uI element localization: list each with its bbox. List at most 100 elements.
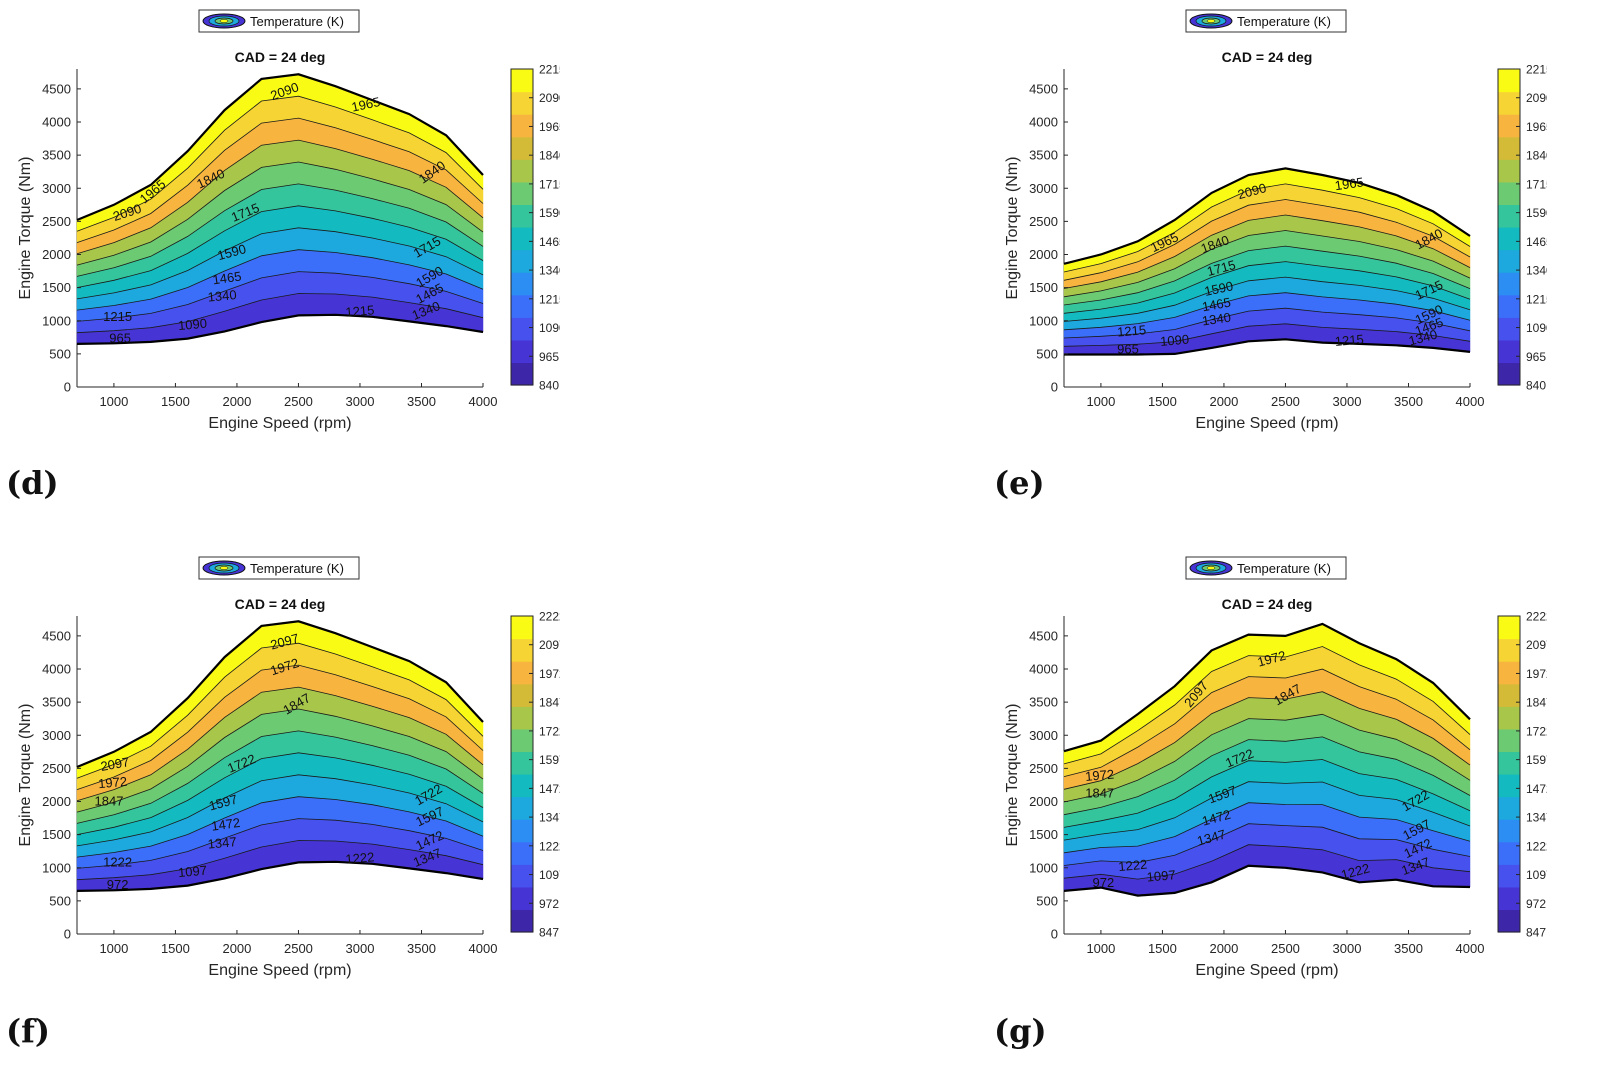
contour-line-5 xyxy=(76,752,484,835)
colorbar-tick-label: 2097 xyxy=(539,638,560,652)
upper-boundary-line xyxy=(76,73,484,222)
y-axis-label: Engine Torque (Nm) xyxy=(17,704,34,847)
contour-line-10 xyxy=(76,95,484,232)
contour-label: 1847 xyxy=(1085,786,1114,801)
contour-chart-svg: Temperature (K)CAD = 24 deg2097197218471… xyxy=(17,556,566,979)
y-tick-label: 1500 xyxy=(42,280,71,295)
x-axis-label: Engine Speed (rpm) xyxy=(208,962,351,979)
contour-line-4 xyxy=(76,774,484,847)
colorbar-tick-label: 847 xyxy=(1526,926,1546,940)
chart-title: CAD = 24 deg xyxy=(1222,49,1313,65)
colorbar-tick-label: 1090 xyxy=(539,321,560,335)
lower-boundary-line xyxy=(1064,338,1471,356)
colorbar-segment xyxy=(511,616,533,640)
colorbar-tick-label: 1972 xyxy=(1526,667,1547,681)
colorbar-segment xyxy=(511,91,533,115)
colorbar-tick-label: 1715 xyxy=(539,177,560,191)
colorbar-tick-label: 1972 xyxy=(539,667,560,681)
colorbar-segment xyxy=(511,339,533,364)
contour-line-8 xyxy=(1063,691,1471,790)
y-tick-label: 3000 xyxy=(42,728,71,743)
x-axis-label: Engine Speed (rpm) xyxy=(1195,415,1338,432)
y-tick-label: 500 xyxy=(49,346,71,361)
colorbar-tick-label: 965 xyxy=(1526,350,1546,364)
colorbar-tick-label: 1340 xyxy=(539,264,560,278)
colorbar-segment xyxy=(1498,751,1520,775)
legend-contour-icon xyxy=(1189,560,1233,576)
x-tick-label: 4000 xyxy=(1456,941,1485,956)
contour-labels: 9721222109713471472159717221847197220971… xyxy=(1085,648,1435,890)
colorbar-segment xyxy=(511,638,533,662)
contour-lines xyxy=(1063,183,1471,347)
contour-line-1 xyxy=(76,293,484,334)
y-tick-label: 4000 xyxy=(1029,115,1058,130)
colorbar-segment xyxy=(511,249,533,273)
contour-line-3 xyxy=(1063,292,1471,331)
colorbar-segment xyxy=(511,728,533,753)
contour-label: 965 xyxy=(1117,341,1139,356)
colorbar-segment xyxy=(1498,114,1520,138)
colorbar-segment xyxy=(1498,272,1520,296)
lower-boundary-line xyxy=(76,860,484,892)
y-tick-label: 1500 xyxy=(1029,827,1058,842)
contour-line-2 xyxy=(1063,823,1471,866)
colorbar-segment xyxy=(1498,661,1520,685)
legend-label: Temperature (K) xyxy=(250,561,344,576)
contour-line-4 xyxy=(1063,781,1471,841)
contour-line-7 xyxy=(76,161,484,266)
x-ticks: 1000 1500 2000 2500 3000 3500 4000 xyxy=(1086,383,1484,409)
colorbar-tick-label: 1465 xyxy=(539,235,560,249)
contour-label: 1340 xyxy=(1407,327,1439,349)
y-ticks: 0 500 1000 1500 2000 2500 3000 3500 4000 4500 xyxy=(1029,628,1068,942)
contour-line-5 xyxy=(76,205,484,288)
contour-lines xyxy=(76,642,484,881)
colorbar-tick-label: 1847 xyxy=(539,696,560,710)
contour-line-7 xyxy=(1063,713,1471,803)
legend-contour-icon xyxy=(202,560,246,576)
upper-boundary-line xyxy=(1063,622,1471,753)
colorbar-tick-label: 1840 xyxy=(1526,149,1547,163)
y-tick-label: 4500 xyxy=(1029,81,1058,96)
x-ticks: 1000 1500 2000 2500 3000 3500 4000 xyxy=(99,930,497,956)
x-tick-label: 1000 xyxy=(1086,394,1115,409)
contour-line-7 xyxy=(1063,230,1471,298)
colorbar-segment xyxy=(1498,909,1520,933)
y-tick-label: 2000 xyxy=(42,247,71,262)
contour-line-5 xyxy=(1063,261,1471,314)
legend-contour-icon xyxy=(202,13,246,29)
contour-label: 1472 xyxy=(1200,807,1232,829)
y-axis-label: Engine Torque (Nm) xyxy=(17,157,34,300)
colorbar-segment xyxy=(511,181,533,206)
colorbar-segment xyxy=(1498,317,1520,341)
colorbar-tick-label: 2097 xyxy=(1526,638,1547,652)
contour-line-10 xyxy=(1063,646,1471,765)
colorbar-tick-label: 1215 xyxy=(539,292,560,306)
legend: Temperature (K) xyxy=(1185,556,1347,580)
colorbar-segment xyxy=(511,69,533,93)
contour-line-4 xyxy=(76,227,484,300)
y-tick-label: 4500 xyxy=(42,628,71,643)
colorbar-tick-label: 1472 xyxy=(539,782,560,796)
colorbar-segment xyxy=(511,706,533,730)
colorbar-tick-label: 1847 xyxy=(1526,696,1547,710)
x-tick-label: 2500 xyxy=(284,941,313,956)
x-tick-label: 2500 xyxy=(1271,941,1300,956)
contour-label: 1965 xyxy=(1334,174,1365,193)
colorbar-tick-label: 965 xyxy=(539,350,559,364)
x-tick-label: 3000 xyxy=(346,941,375,956)
contour-label: 2097 xyxy=(99,754,130,774)
colorbar-tick-label: 1590 xyxy=(1526,206,1547,220)
legend: Temperature (K) xyxy=(198,556,360,580)
chart-panel-e: Temperature (K) CAD = 24 deg 965 1215 1090 13… xyxy=(987,0,1553,470)
colorbar-segment xyxy=(511,841,533,865)
lower-boundary-line xyxy=(1063,864,1471,897)
y-tick-label: 4000 xyxy=(1029,662,1058,677)
colorbar-segment xyxy=(1498,886,1520,911)
contour-label: 1590 xyxy=(1203,278,1234,299)
contour-line-10 xyxy=(1063,183,1471,273)
colorbar-segment xyxy=(511,909,533,933)
contour-label: 1215 xyxy=(1117,322,1147,339)
contour-line-9 xyxy=(76,117,484,243)
contour-line-8 xyxy=(76,139,484,255)
